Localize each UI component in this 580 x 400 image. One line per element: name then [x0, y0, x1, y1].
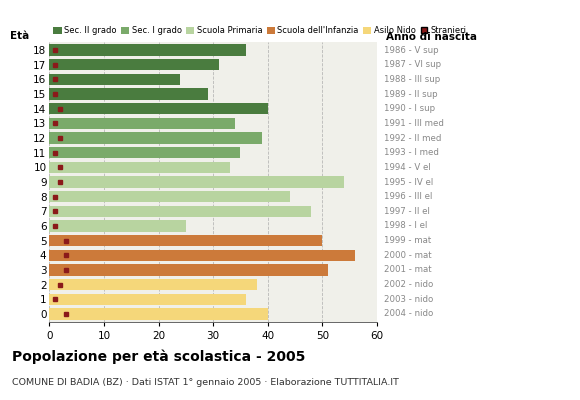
- Text: COMUNE DI BADIA (BZ) · Dati ISTAT 1° gennaio 2005 · Elaborazione TUTTITALIA.IT: COMUNE DI BADIA (BZ) · Dati ISTAT 1° gen…: [12, 378, 398, 387]
- Text: 1987 - VI sup: 1987 - VI sup: [384, 60, 441, 69]
- Text: 1994 - V el: 1994 - V el: [384, 163, 431, 172]
- Text: 1988 - III sup: 1988 - III sup: [384, 75, 440, 84]
- Text: 1993 - I med: 1993 - I med: [384, 148, 439, 157]
- Text: 2003 - nido: 2003 - nido: [384, 295, 433, 304]
- Legend: Sec. II grado, Sec. I grado, Scuola Primaria, Scuola dell'Infanzia, Asilo Nido, : Sec. II grado, Sec. I grado, Scuola Prim…: [53, 26, 467, 35]
- Text: Popolazione per età scolastica - 2005: Popolazione per età scolastica - 2005: [12, 350, 305, 364]
- Bar: [49, 88, 208, 100]
- Bar: [49, 118, 235, 129]
- Text: 1992 - II med: 1992 - II med: [384, 134, 441, 142]
- Bar: [49, 44, 246, 56]
- Bar: [49, 308, 268, 320]
- Bar: [49, 176, 344, 188]
- Text: Anno di nascita: Anno di nascita: [386, 32, 477, 42]
- Text: 1995 - IV el: 1995 - IV el: [384, 178, 433, 186]
- Bar: [49, 220, 186, 232]
- Bar: [49, 132, 262, 144]
- Bar: [49, 206, 311, 217]
- Text: Età: Età: [10, 31, 29, 41]
- Text: 1990 - I sup: 1990 - I sup: [384, 104, 435, 113]
- Text: 1999 - mat: 1999 - mat: [384, 236, 431, 245]
- Text: 1998 - I el: 1998 - I el: [384, 222, 427, 230]
- Text: 2004 - nido: 2004 - nido: [384, 310, 433, 318]
- Bar: [49, 294, 246, 305]
- Bar: [49, 103, 268, 114]
- Bar: [49, 162, 230, 173]
- Text: 1997 - II el: 1997 - II el: [384, 207, 430, 216]
- Text: 1991 - III med: 1991 - III med: [384, 119, 444, 128]
- Bar: [49, 250, 355, 261]
- Text: 1989 - II sup: 1989 - II sup: [384, 90, 437, 98]
- Bar: [49, 59, 219, 70]
- Text: 2000 - mat: 2000 - mat: [384, 251, 432, 260]
- Bar: [49, 191, 289, 202]
- Bar: [49, 147, 241, 158]
- Text: 1986 - V sup: 1986 - V sup: [384, 46, 438, 54]
- Text: 2002 - nido: 2002 - nido: [384, 280, 433, 289]
- Bar: [49, 279, 257, 290]
- Text: 1996 - III el: 1996 - III el: [384, 192, 432, 201]
- Bar: [49, 74, 180, 85]
- Bar: [49, 235, 322, 246]
- Bar: [49, 264, 328, 276]
- Text: 2001 - mat: 2001 - mat: [384, 266, 432, 274]
